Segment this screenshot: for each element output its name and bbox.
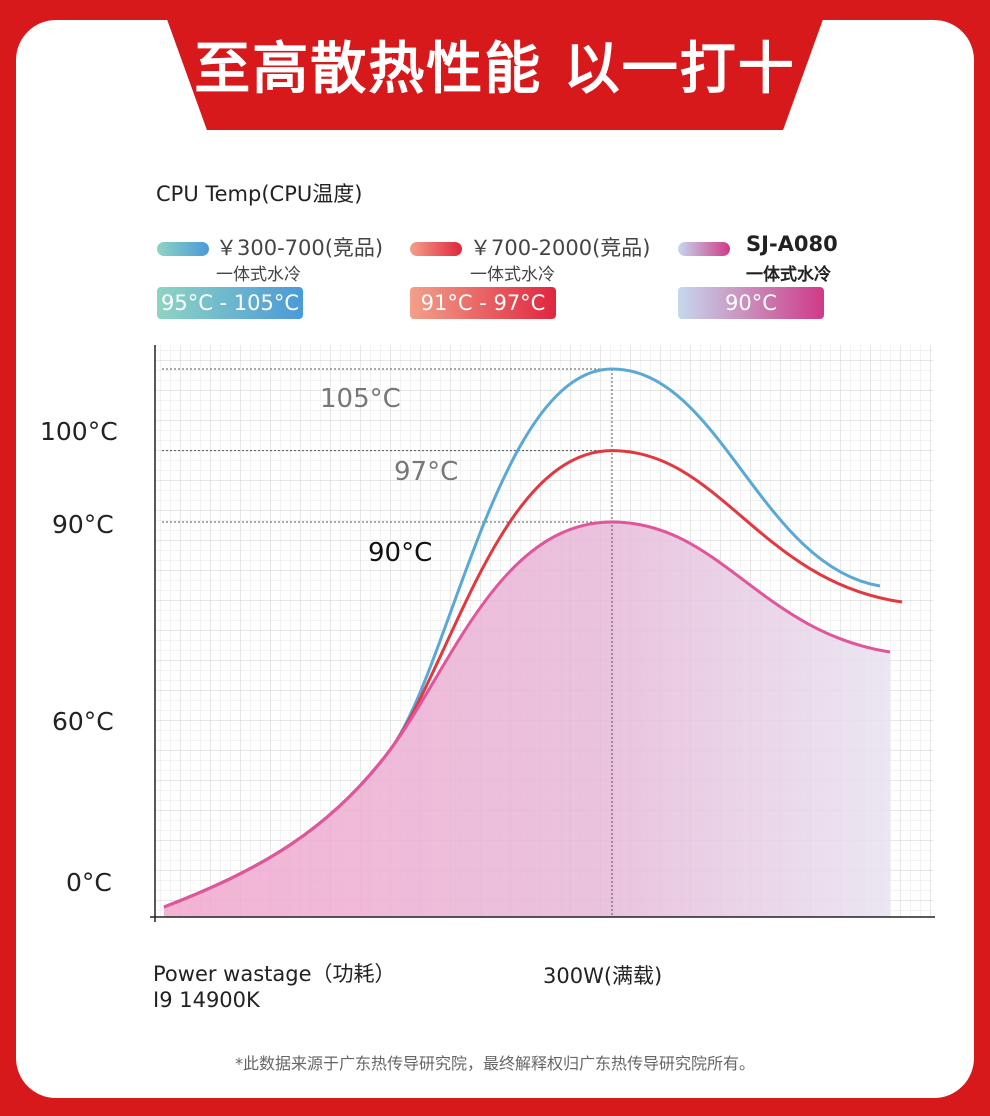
reference-lines [162,368,613,917]
y-tick-90: 90°C [52,510,114,539]
y-tick-100: 100°C [40,417,118,446]
legend-swatch [157,242,209,256]
banner-title: 至高散热性能 以一打十 [194,37,796,102]
legend-swatch [678,242,730,256]
x-axis-sublabel: I9 14900K [153,988,260,1012]
annotation-105: 105°C [320,384,401,414]
legend-range-badge: 95°C - 105°C [157,287,303,319]
series-lines [163,367,903,909]
y-tick-60: 60°C [52,707,114,736]
legend-price: ￥700-2000(竞品) [470,236,651,260]
legend-subtitle: 一体式水冷 [470,265,555,285]
legend-subtitle: 一体式水冷 [216,265,301,285]
title-banner [160,0,830,130]
legend-swatch [410,242,462,256]
y-axis-label: CPU Temp(CPU温度) [156,182,363,206]
annotation-97: 97°C [394,457,458,487]
y-tick-0: 0°C [66,868,112,897]
annotation-90: 90°C [368,538,432,568]
legend-subtitle: 一体式水冷 [746,265,831,285]
legend-price: SJ-A080 [746,232,838,256]
axes [150,345,935,922]
y-tick-labels: 100°C 90°C 60°C 0°C [40,417,118,897]
legend-range-badge: 90°C [678,287,824,319]
legend-range-badge: 91°C - 97°C [410,287,556,319]
legend-price: ￥300-700(竞品) [216,236,384,260]
sj-a080-area [164,522,890,917]
footnote: *此数据来源于广东热传导研究院，最终解释权归广东热传导研究院所有。 [234,1054,755,1073]
x-axis-label: Power wastage（功耗） [153,962,396,986]
peak-annotations: 105°C 97°C 90°C [320,384,458,568]
x-tick-300w: 300W(满载) [543,964,663,988]
series-line-2 [163,520,891,909]
